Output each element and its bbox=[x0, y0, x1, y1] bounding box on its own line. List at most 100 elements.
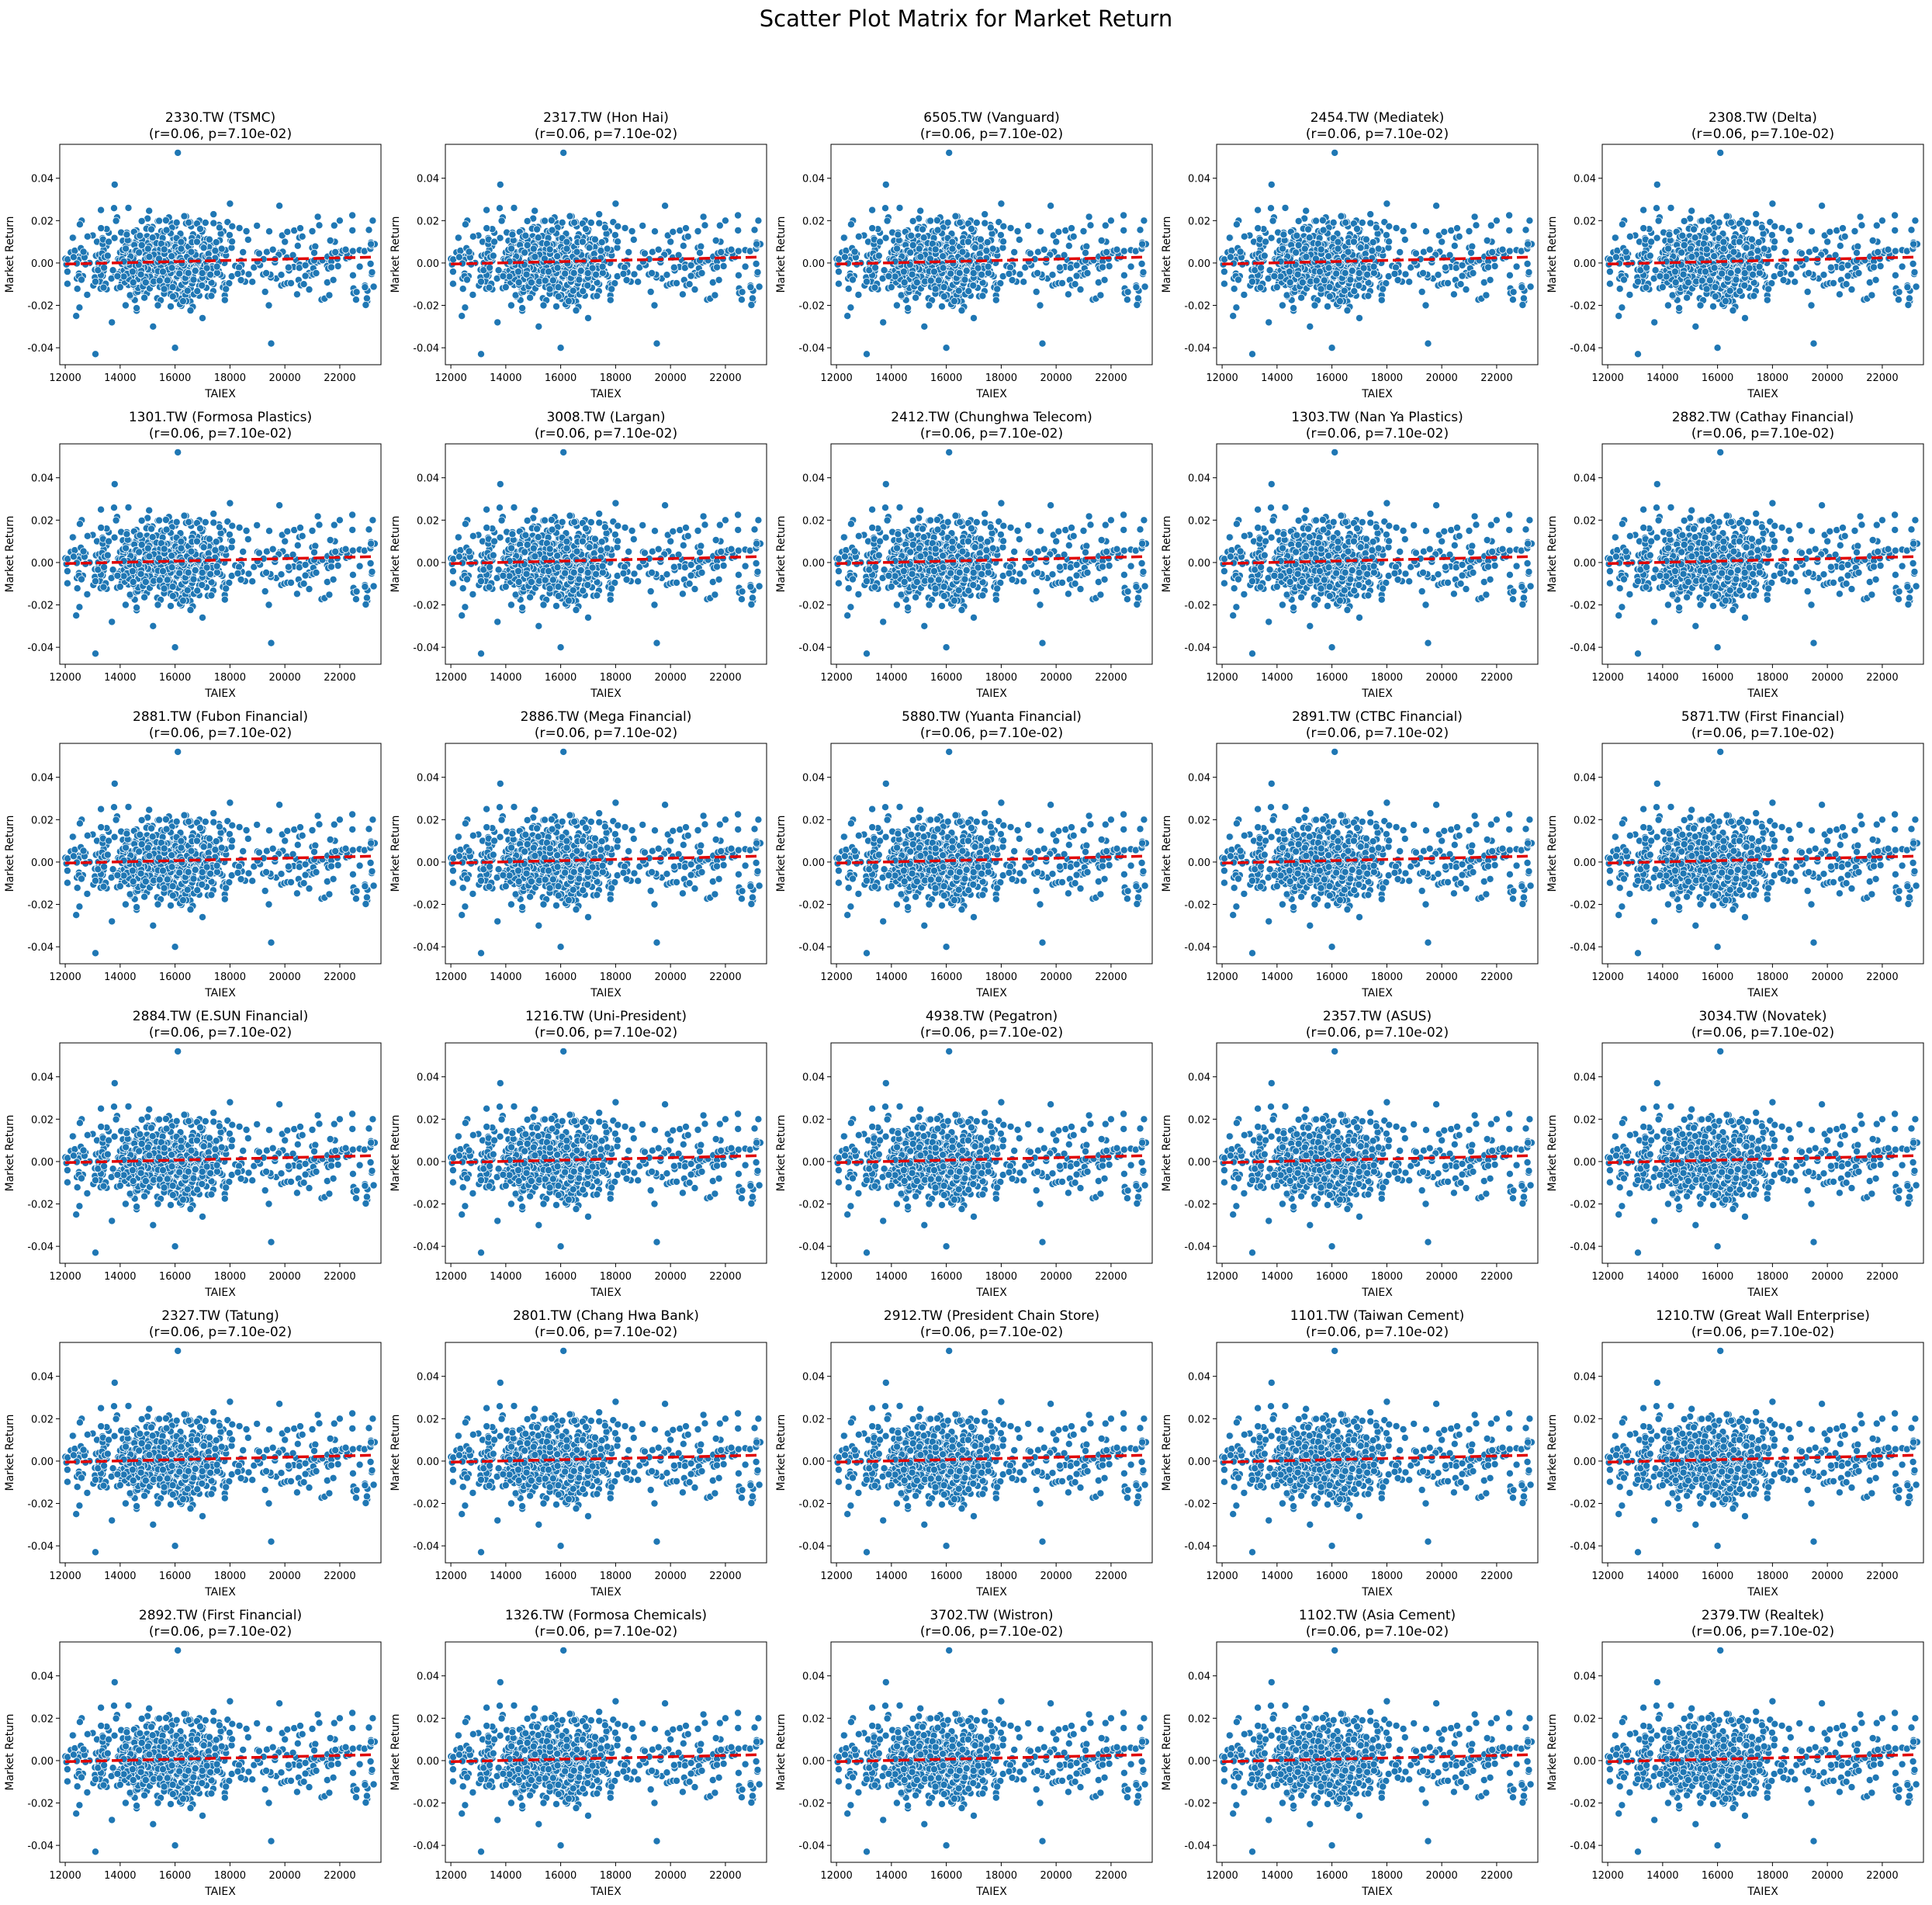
x-tick-label: 20000 bbox=[268, 672, 300, 684]
data-point bbox=[687, 272, 694, 279]
data-point bbox=[1295, 241, 1302, 248]
x-tick-label: 14000 bbox=[1261, 372, 1293, 384]
data-point bbox=[265, 601, 272, 608]
data-point bbox=[235, 563, 242, 570]
x-tick-label: 18000 bbox=[1757, 372, 1788, 384]
data-point bbox=[497, 480, 504, 487]
data-point bbox=[673, 279, 680, 286]
data-point bbox=[742, 263, 749, 270]
data-point bbox=[1709, 303, 1716, 310]
data-point bbox=[840, 234, 847, 241]
panel-grid: 2330.TW (TSMC)(r=0.06, p=7.10e-02)12000 1… bbox=[4, 110, 1923, 1898]
data-point bbox=[735, 526, 742, 533]
x-tick-label: 22000 bbox=[324, 672, 355, 684]
data-point bbox=[845, 286, 852, 293]
data-point bbox=[1014, 227, 1021, 234]
data-point bbox=[1451, 242, 1458, 249]
data-point bbox=[265, 228, 272, 235]
data-point bbox=[909, 217, 916, 224]
data-point bbox=[1311, 302, 1318, 309]
data-point bbox=[979, 293, 986, 300]
panel-title: 1301.TW (Formosa Plastics) bbox=[129, 410, 312, 425]
data-point bbox=[1280, 231, 1287, 238]
data-point bbox=[639, 222, 646, 229]
data-point bbox=[125, 504, 132, 511]
data-point bbox=[296, 225, 303, 232]
data-point bbox=[881, 205, 888, 212]
data-point bbox=[236, 524, 243, 531]
data-point bbox=[947, 270, 954, 277]
data-point bbox=[1652, 267, 1659, 274]
data-point bbox=[109, 319, 116, 326]
data-point bbox=[1812, 246, 1819, 253]
data-point bbox=[1231, 286, 1238, 293]
data-point bbox=[1506, 272, 1513, 279]
data-point bbox=[349, 571, 356, 578]
data-point bbox=[907, 249, 914, 256]
data-point bbox=[370, 583, 377, 590]
data-point bbox=[527, 594, 534, 601]
data-point bbox=[1073, 262, 1080, 268]
data-point bbox=[122, 601, 129, 608]
panel-stats: (r=0.06, p=7.10e-02) bbox=[535, 426, 677, 442]
data-point bbox=[496, 205, 503, 212]
data-point bbox=[136, 249, 143, 256]
data-point bbox=[973, 219, 980, 226]
data-point bbox=[327, 264, 334, 271]
data-point bbox=[1470, 269, 1477, 276]
data-point bbox=[691, 286, 698, 293]
data-point bbox=[1137, 227, 1144, 234]
data-point bbox=[1491, 262, 1498, 269]
data-point bbox=[368, 540, 375, 547]
data-point bbox=[185, 269, 192, 276]
data-point bbox=[245, 271, 252, 278]
data-point bbox=[930, 268, 937, 275]
data-point bbox=[1271, 272, 1278, 279]
data-point bbox=[234, 570, 241, 577]
data-point bbox=[847, 221, 854, 228]
data-point bbox=[1909, 260, 1916, 267]
data-point bbox=[1326, 284, 1333, 291]
data-point bbox=[161, 546, 168, 552]
data-point bbox=[1133, 284, 1140, 291]
data-point bbox=[1299, 279, 1306, 286]
data-point bbox=[1733, 276, 1740, 283]
data-point bbox=[342, 246, 349, 253]
data-point bbox=[989, 245, 996, 252]
y-tick-label: 0.00 bbox=[31, 258, 54, 270]
data-point bbox=[940, 253, 947, 260]
data-point bbox=[756, 283, 763, 290]
data-point bbox=[563, 245, 570, 252]
data-point bbox=[1006, 270, 1013, 277]
data-point bbox=[549, 227, 556, 234]
data-point bbox=[1356, 314, 1362, 321]
data-point bbox=[64, 280, 71, 287]
data-point bbox=[691, 586, 698, 593]
data-point bbox=[554, 253, 561, 260]
data-point bbox=[735, 227, 742, 234]
data-point bbox=[534, 226, 541, 233]
data-point bbox=[1705, 227, 1712, 234]
data-point bbox=[199, 269, 206, 276]
data-point bbox=[1000, 223, 1007, 230]
data-point bbox=[120, 273, 127, 280]
data-point bbox=[302, 572, 309, 579]
y-tick-label: -0.02 bbox=[1570, 301, 1596, 313]
data-point bbox=[1383, 231, 1390, 238]
data-point bbox=[913, 279, 920, 286]
data-point bbox=[148, 226, 155, 233]
data-point bbox=[163, 227, 170, 234]
data-point bbox=[146, 207, 153, 214]
y-tick-label: -0.04 bbox=[798, 343, 825, 355]
data-point bbox=[129, 568, 136, 575]
data-point bbox=[144, 245, 151, 252]
data-point bbox=[649, 269, 656, 276]
data-point bbox=[64, 580, 71, 587]
data-point bbox=[110, 205, 117, 212]
data-point bbox=[1087, 222, 1094, 229]
data-point bbox=[700, 213, 707, 220]
data-point bbox=[1872, 276, 1879, 283]
data-point bbox=[519, 305, 526, 312]
data-point bbox=[1787, 236, 1794, 243]
data-point bbox=[615, 238, 621, 245]
